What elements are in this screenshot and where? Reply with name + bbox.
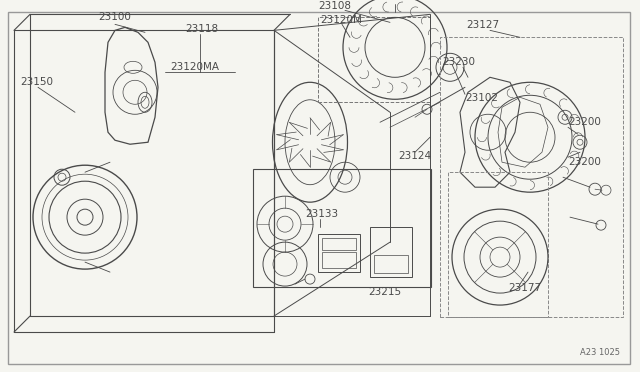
- Text: 23120M: 23120M: [320, 15, 362, 25]
- Text: 23200: 23200: [568, 117, 601, 127]
- Bar: [374, 255, 408, 273]
- Bar: [322, 238, 356, 250]
- Text: A23 1025: A23 1025: [580, 348, 620, 357]
- Text: 23230: 23230: [442, 57, 475, 67]
- Text: 23215: 23215: [368, 287, 401, 297]
- Text: 23127: 23127: [466, 20, 499, 31]
- Text: 23200: 23200: [568, 157, 601, 167]
- Bar: [318, 234, 360, 272]
- Bar: [318, 17, 430, 102]
- Bar: [448, 172, 548, 317]
- Bar: [322, 252, 356, 268]
- Text: 23100: 23100: [98, 12, 131, 22]
- Bar: [253, 169, 431, 287]
- Text: 23150: 23150: [20, 77, 53, 87]
- Bar: [370, 227, 412, 277]
- Text: 23118: 23118: [185, 24, 218, 34]
- Text: 23177: 23177: [508, 283, 541, 293]
- Bar: [440, 37, 623, 317]
- Text: 23108: 23108: [318, 1, 351, 12]
- Text: 23120MA: 23120MA: [170, 62, 219, 72]
- Text: 23133: 23133: [305, 209, 338, 219]
- Text: 23124: 23124: [398, 151, 431, 161]
- Text: 23102: 23102: [465, 93, 498, 103]
